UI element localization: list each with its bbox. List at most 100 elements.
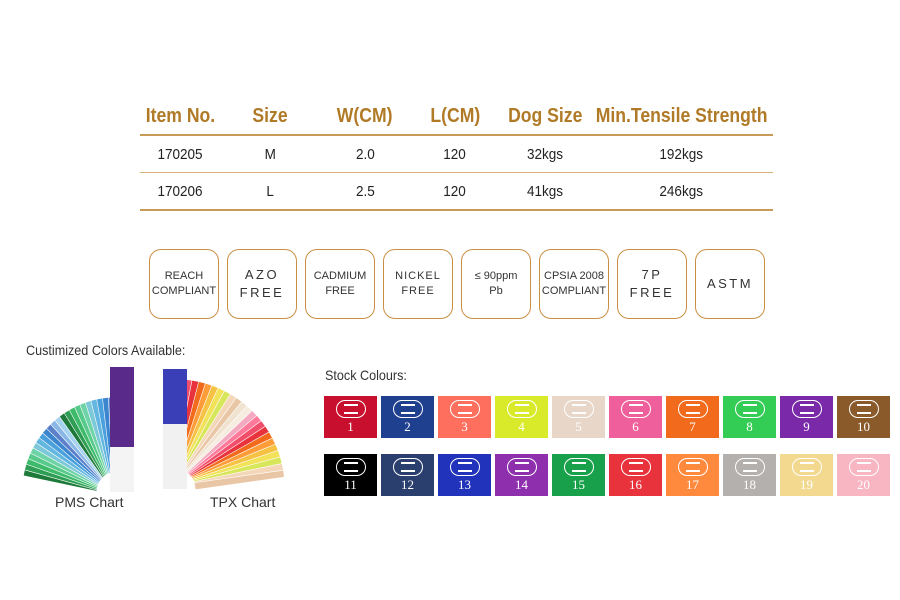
header-dog-size: Dog Size <box>507 104 583 127</box>
colour-swatch[interactable]: 16 <box>609 454 662 496</box>
colour-swatch[interactable]: 12 <box>381 454 434 496</box>
badge-cadmium-free: CADMIUM FREE <box>305 249 375 319</box>
colour-swatch-number: 18 <box>743 477 756 492</box>
cell-dog-size: 32kgs <box>526 145 564 163</box>
header-size: Size <box>252 104 288 127</box>
pms-chart-image <box>22 367 134 492</box>
colour-swatch[interactable]: 1 <box>324 396 377 438</box>
badge-reach-compliant: REACH COMPLIANT <box>149 249 219 319</box>
badge-cpsia-compliant: CPSIA 2008 COMPLIANT <box>539 249 609 319</box>
tpx-chart-image <box>163 369 285 491</box>
colour-swatch[interactable]: 3 <box>438 396 491 438</box>
coco-pets-logo-icon <box>335 400 366 418</box>
colour-swatch[interactable]: 7 <box>666 396 719 438</box>
tpx-guide-tab <box>163 424 187 489</box>
table-divider <box>140 172 773 173</box>
colour-swatch[interactable]: 19 <box>780 454 833 496</box>
colour-swatch-number: 15 <box>572 477 585 492</box>
coco-pets-logo-icon <box>506 458 537 476</box>
badge-line: ≤ 90ppm <box>474 270 518 282</box>
certification-badges: REACH COMPLIANT AZO FREE CADMIUM FREE NI… <box>149 249 765 319</box>
colour-swatch[interactable]: 8 <box>723 396 776 438</box>
spec-table: Item No. Size W(CM) L(CM) Dog Size Min.T… <box>140 98 773 211</box>
colour-swatch-number: 17 <box>686 477 699 492</box>
pms-guide-tab <box>110 447 134 492</box>
coco-pets-logo-icon <box>734 458 765 476</box>
badge-astm: ASTM <box>695 249 765 319</box>
colour-swatch-number: 5 <box>575 419 582 434</box>
coco-pets-logo-icon <box>734 400 765 418</box>
colour-swatch[interactable]: 5 <box>552 396 605 438</box>
colour-swatch-number: 1 <box>347 419 354 434</box>
coco-pets-logo-icon <box>506 400 537 418</box>
colour-swatch-number: 9 <box>803 419 810 434</box>
colour-swatch[interactable]: 15 <box>552 454 605 496</box>
colour-swatch-number: 4 <box>518 419 525 434</box>
badge-line: FREE <box>401 285 435 297</box>
coco-pets-logo-icon <box>620 400 651 418</box>
colour-swatch-number: 16 <box>629 477 642 492</box>
badge-line: FREE <box>239 285 285 300</box>
colour-swatch[interactable]: 9 <box>780 396 833 438</box>
cell-tensile-strength: 246kgs <box>659 182 704 200</box>
custom-colors-title: Custimized Colors Available: <box>26 342 186 358</box>
colour-swatch-number: 3 <box>461 419 468 434</box>
coco-pets-logo-icon <box>848 458 879 476</box>
colour-swatch[interactable]: 11 <box>324 454 377 496</box>
colour-swatch[interactable]: 2 <box>381 396 434 438</box>
colour-swatch-number: 6 <box>632 419 639 434</box>
table-divider <box>140 209 773 211</box>
badge-line: NICKEL <box>395 270 441 282</box>
pms-chart-label: PMS Chart <box>55 494 124 510</box>
tpx-chart-label: TPX Chart <box>210 494 276 510</box>
coco-pets-logo-icon <box>563 400 594 418</box>
coco-pets-logo-icon <box>449 400 480 418</box>
colour-swatch[interactable]: 6 <box>609 396 662 438</box>
badge-line: AZO <box>244 267 280 282</box>
badge-line: FREE <box>325 285 355 297</box>
badge-7p-free: 7P FREE <box>617 249 687 319</box>
colour-swatch-number: 2 <box>404 419 411 434</box>
coco-pets-logo-icon <box>392 400 423 418</box>
colour-swatch[interactable]: 10 <box>837 396 890 438</box>
cell-item-no: 170206 <box>157 182 203 200</box>
cell-item-no: 170205 <box>157 145 203 163</box>
coco-pets-logo-icon <box>677 400 708 418</box>
coco-pets-logo-icon <box>677 458 708 476</box>
colour-swatch-number: 12 <box>401 477 414 492</box>
colour-swatch[interactable]: 13 <box>438 454 491 496</box>
coco-pets-logo-icon <box>848 400 879 418</box>
colour-swatch-number: 20 <box>857 477 870 492</box>
badge-line: 7P <box>641 267 663 282</box>
badge-nickel-free: NICKEL FREE <box>383 249 453 319</box>
table-divider <box>140 134 773 136</box>
badge-line: COMPLIANT <box>151 285 217 297</box>
colour-swatch[interactable]: 14 <box>495 454 548 496</box>
cell-size: M <box>264 145 276 163</box>
stock-colour-grid: 1 2 3 4 5 6 7 8 9 10 11 12 13 14 15 16 17 18 19 20 <box>324 396 890 496</box>
coco-pets-logo-icon <box>392 458 423 476</box>
tpx-fan-strip <box>193 469 285 491</box>
coco-pets-logo-icon <box>620 458 651 476</box>
header-width: W(CM) <box>337 104 393 127</box>
header-length: L(CM) <box>430 104 480 127</box>
badge-lead-limit: ≤ 90ppm Pb <box>461 249 531 319</box>
coco-pets-logo-icon <box>335 458 366 476</box>
colour-swatch[interactable]: 17 <box>666 454 719 496</box>
badge-line: FREE <box>629 285 675 300</box>
colour-swatch-number: 19 <box>800 477 813 492</box>
cell-dog-size: 41kgs <box>526 182 564 200</box>
badge-line: CPSIA 2008 <box>544 270 604 282</box>
colour-swatch-number: 10 <box>857 419 870 434</box>
badge-line: COMPLIANT <box>541 285 607 297</box>
colour-swatch[interactable]: 18 <box>723 454 776 496</box>
badge-line: REACH <box>164 270 204 282</box>
badge-line: CADMIUM <box>313 270 367 282</box>
badge-line: Pb <box>489 285 503 297</box>
header-item-no: Item No. <box>145 104 215 127</box>
colour-swatch[interactable]: 4 <box>495 396 548 438</box>
header-tensile-strength: Min.Tensile Strength <box>595 104 768 127</box>
colour-swatch-number: 13 <box>458 477 471 492</box>
colour-swatch[interactable]: 20 <box>837 454 890 496</box>
coco-pets-logo-icon <box>563 458 594 476</box>
